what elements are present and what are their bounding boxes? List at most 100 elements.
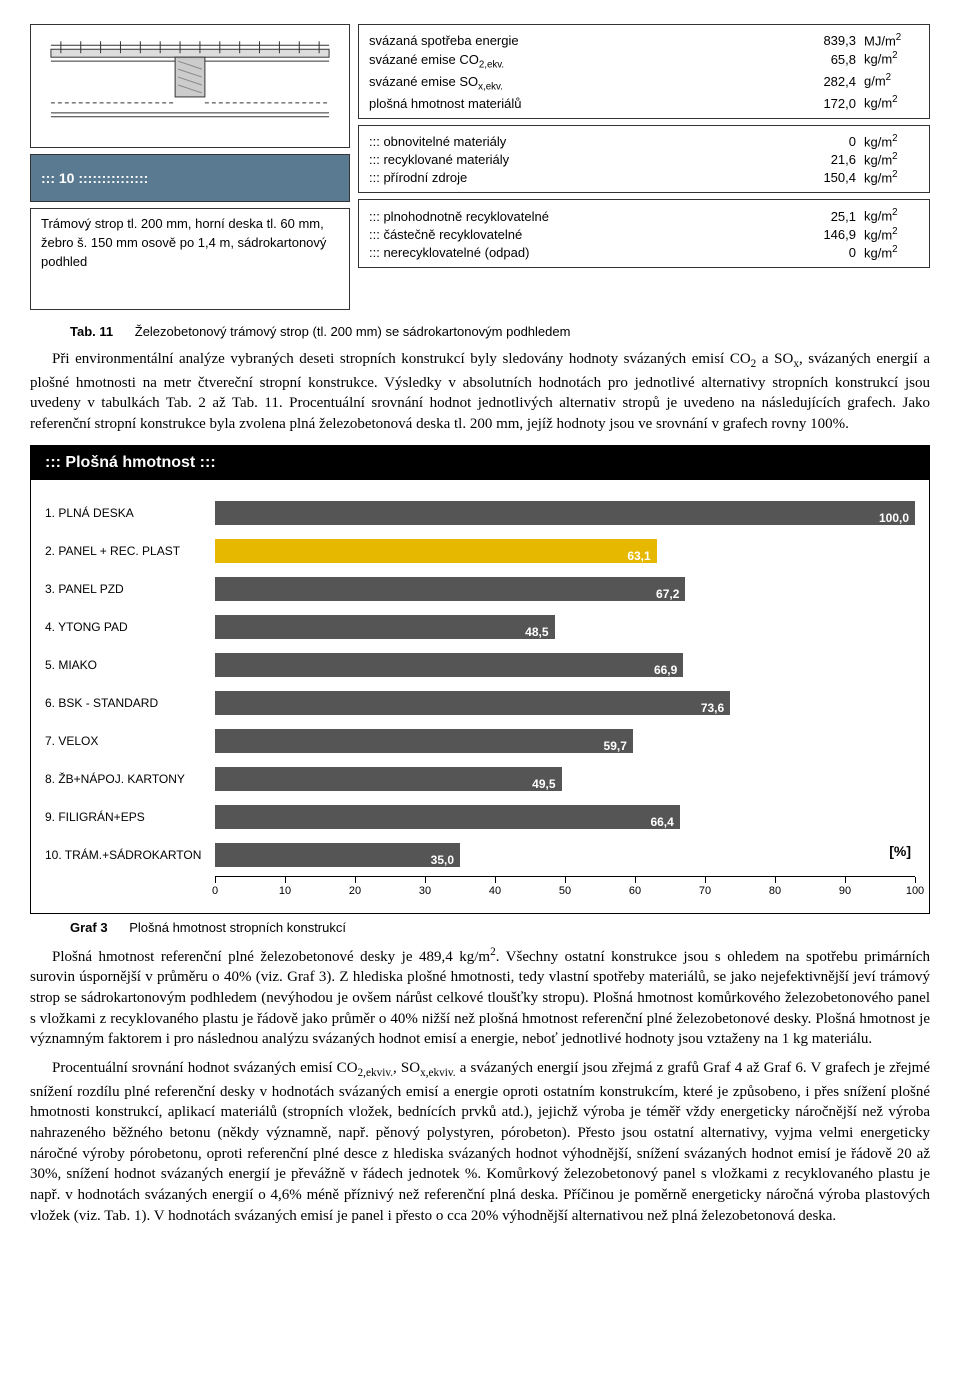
row-value: 21,6	[796, 152, 856, 167]
bar-value: 66,9	[654, 663, 677, 677]
caption-number: Tab. 11	[70, 324, 113, 339]
energy-emissions-block: svázaná spotřeba energie839,3MJ/m2svázan…	[358, 24, 930, 119]
bar: 66,9	[215, 653, 683, 677]
paragraph-1: Při environmentální analýze vybraných de…	[30, 349, 930, 435]
data-row: svázané emise SOx,ekv.282,4g/m2	[369, 71, 919, 93]
caption-text: Železobetonový trámový strop (tl. 200 mm…	[135, 324, 571, 339]
bar-value: 67,2	[656, 587, 679, 601]
row-value: 282,4	[796, 74, 856, 89]
category-label: 7. VELOX	[45, 734, 215, 748]
row-value: 0	[796, 245, 856, 260]
bar: 49,5	[215, 767, 562, 791]
bar: 48,5	[215, 615, 555, 639]
category-label: 2. PANEL + REC. PLAST	[45, 544, 215, 558]
chart-row: 9. FILIGRÁN+EPS 66,4	[45, 798, 915, 836]
data-row: plošná hmotnost materiálů172,0kg/m2	[369, 93, 919, 111]
row-label: svázaná spotřeba energie	[369, 33, 796, 48]
bar: 63,1	[215, 539, 657, 563]
bar: 35,0	[215, 843, 460, 867]
chart-title: ::: Plošná hmotnost :::	[31, 446, 929, 480]
tick-label: 100	[906, 885, 924, 897]
row-value: 0	[796, 134, 856, 149]
bar: 100,0	[215, 501, 915, 525]
variant-id: ::: 10 :::::::::::::::	[30, 154, 350, 202]
tick	[355, 877, 356, 883]
bar: 73,6	[215, 691, 730, 715]
chart-row: 4. YTONG PAD48,5	[45, 608, 915, 646]
data-row: svázané emise CO2,ekv.65,8kg/m2	[369, 49, 919, 71]
row-unit: kg/m2	[856, 169, 919, 185]
chart-row: 3. PANEL PZD 67,2	[45, 570, 915, 608]
row-value: 146,9	[796, 227, 856, 242]
x-axis: [%] 0102030405060708090100	[215, 876, 915, 907]
tick-label: 40	[489, 885, 501, 897]
data-row: ::: plnohodnotně recyklovatelné25,1kg/m2	[369, 206, 919, 224]
paragraph-2: Plošná hmotnost referenční plné železobe…	[30, 945, 930, 1050]
row-label: plošná hmotnost materiálů	[369, 96, 796, 111]
chart-row: 2. PANEL + REC. PLAST 63,1	[45, 532, 915, 570]
row-label: ::: přírodní zdroje	[369, 170, 796, 185]
tick	[425, 877, 426, 883]
recyclability-block: ::: plnohodnotně recyklovatelné25,1kg/m2…	[358, 199, 930, 268]
bar-value: 100,0	[879, 511, 909, 525]
chart-row: 8. ŽB+NÁPOJ. KARTONY49,5	[45, 760, 915, 798]
tick	[215, 877, 216, 883]
material-sources-block: ::: obnovitelné materiály0kg/m2::: recyk…	[358, 125, 930, 194]
chart-row: 7. VELOX59,7	[45, 722, 915, 760]
row-unit: kg/m2	[856, 226, 919, 242]
caption-text: Plošná hmotnost stropních konstrukcí	[129, 920, 346, 935]
pct-unit: [%]	[889, 843, 911, 859]
tick-label: 10	[279, 885, 291, 897]
tick	[705, 877, 706, 883]
tick	[915, 877, 916, 883]
row-unit: g/m2	[856, 72, 919, 88]
bar-value: 63,1	[627, 549, 650, 563]
data-row: ::: přírodní zdroje150,4kg/m2	[369, 168, 919, 186]
row-label: svázané emise SOx,ekv.	[369, 74, 796, 93]
chart-caption: Graf 3 Plošná hmotnost stropních konstru…	[70, 920, 930, 935]
category-label: 9. FILIGRÁN+EPS	[45, 810, 215, 824]
category-label: 3. PANEL PZD	[45, 582, 215, 596]
spec-table: ::: 10 ::::::::::::::: Trámový strop tl.…	[30, 24, 930, 310]
category-label: 4. YTONG PAD	[45, 620, 215, 634]
tick-label: 60	[629, 885, 641, 897]
table-caption: Tab. 11 Železobetonový trámový strop (tl…	[70, 324, 930, 339]
bar: 59,7	[215, 729, 633, 753]
chart-row: 10. TRÁM.+SÁDROKARTON35,0	[45, 836, 915, 874]
row-label: ::: nerecyklovatelné (odpad)	[369, 245, 796, 260]
row-value: 25,1	[796, 209, 856, 224]
section-diagram	[30, 24, 350, 148]
row-unit: MJ/m2	[856, 32, 919, 48]
tick	[495, 877, 496, 883]
data-row: ::: recyklované materiály21,6kg/m2	[369, 150, 919, 168]
row-unit: kg/m2	[856, 244, 919, 260]
row-value: 150,4	[796, 170, 856, 185]
row-label: ::: plnohodnotně recyklovatelné	[369, 209, 796, 224]
bar-value: 73,6	[701, 701, 724, 715]
row-value: 65,8	[796, 52, 856, 67]
row-label: ::: recyklované materiály	[369, 152, 796, 167]
chart-row: 6. BSK - STANDARD73,6	[45, 684, 915, 722]
tick-label: 70	[699, 885, 711, 897]
row-label: ::: obnovitelné materiály	[369, 134, 796, 149]
caption-number: Graf 3	[70, 920, 108, 935]
tick-label: 0	[212, 885, 218, 897]
bar-value: 66,4	[650, 815, 673, 829]
data-row: ::: nerecyklovatelné (odpad)0kg/m2	[369, 243, 919, 261]
tick	[775, 877, 776, 883]
category-label: 10. TRÁM.+SÁDROKARTON	[45, 848, 215, 862]
row-unit: kg/m2	[856, 94, 919, 110]
chart-row: 1. PLNÁ DESKA100,0	[45, 494, 915, 532]
row-unit: kg/m2	[856, 50, 919, 66]
bar-value: 49,5	[532, 777, 555, 791]
tick	[635, 877, 636, 883]
row-label: svázané emise CO2,ekv.	[369, 52, 796, 71]
paragraph-3: Procentuální srovnání hodnot svázaných e…	[30, 1058, 930, 1226]
row-unit: kg/m2	[856, 133, 919, 149]
mass-chart: ::: Plošná hmotnost ::: 1. PLNÁ DESKA100…	[30, 445, 930, 914]
category-label: 5. MIAKO	[45, 658, 215, 672]
row-unit: kg/m2	[856, 151, 919, 167]
tick-label: 30	[419, 885, 431, 897]
bar: 67,2	[215, 577, 685, 601]
bar: 66,4	[215, 805, 680, 829]
